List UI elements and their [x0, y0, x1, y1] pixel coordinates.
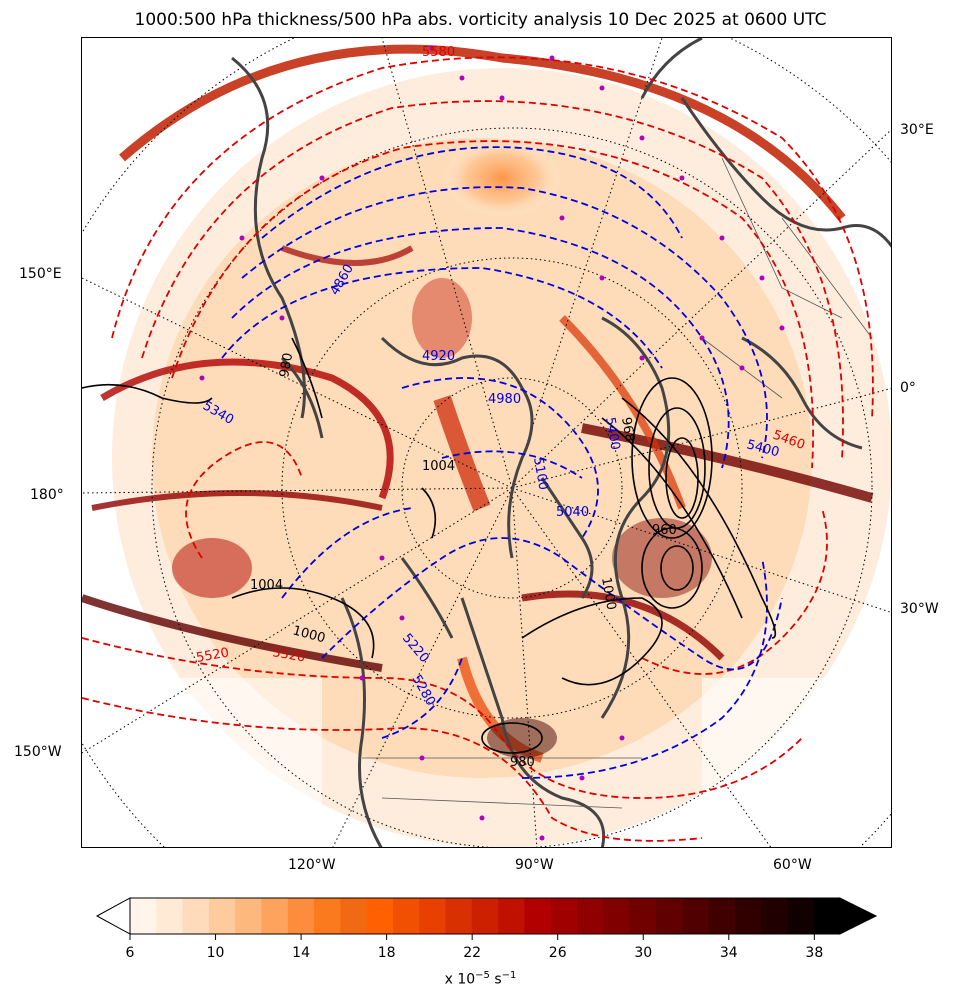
- colorbar-swatch: [445, 898, 473, 934]
- pressure-label: 968: [618, 416, 637, 443]
- colorbar-swatch: [130, 898, 157, 934]
- colorbar-swatch: [235, 898, 262, 934]
- colorbar-swatch: [761, 898, 788, 934]
- colorbar-swatches: [130, 898, 841, 934]
- thickness-label: 5400: [602, 416, 623, 451]
- colorbar-swatch: [419, 898, 447, 934]
- pressure-label: 1004: [250, 578, 283, 593]
- colorbar-swatch: [708, 898, 736, 934]
- colorbar-swatch: [813, 898, 841, 934]
- station-markers: [199, 45, 785, 841]
- thickness-label: 5040: [556, 505, 589, 520]
- thickness-label: 5520: [271, 645, 306, 666]
- units-suffix: s: [489, 971, 502, 988]
- chart-title: 1000:500 hPa thickness/500 hPa abs. vort…: [134, 10, 827, 30]
- borders: [362, 157, 873, 809]
- colorbar-max-arrow: [839, 897, 878, 935]
- colorbar-swatch: [787, 898, 815, 934]
- pressure-label: 980: [510, 755, 535, 770]
- lon-label-150w: 150°W: [14, 744, 62, 760]
- thickness-label: 5100: [530, 456, 551, 491]
- colorbar-tick-label: 6: [125, 945, 135, 961]
- colorbar-min-arrow: [95, 897, 131, 935]
- colorbar-swatch: [156, 898, 184, 934]
- lon-label-30w: 30°W: [900, 601, 939, 617]
- lon-label-0: 0°: [900, 380, 916, 396]
- colorbar-swatch: [603, 898, 631, 934]
- thickness-warm-contours: [82, 56, 874, 842]
- colorbar-swatch: [340, 898, 368, 934]
- colorbar-swatch: [629, 898, 657, 934]
- colorbar-swatch: [314, 898, 341, 934]
- colorbar-swatch: [524, 898, 552, 934]
- colorbar-units: x 10−5 s−1: [0, 970, 961, 988]
- colorbar-tick-label: 30: [634, 945, 653, 961]
- colorbar-swatch: [655, 898, 683, 934]
- colorbar-frame: [129, 897, 841, 935]
- lon-label-60w: 60°W: [773, 857, 812, 873]
- thickness-cold-contours: [221, 146, 783, 779]
- colorbar-swatch: [471, 898, 499, 934]
- colorbar-tick-label: 22: [463, 945, 482, 961]
- colorbar-swatch: [261, 898, 289, 934]
- thickness-label: 4980: [488, 392, 521, 407]
- colorbar-swatch: [734, 898, 762, 934]
- units-exponent-2: −1: [501, 970, 517, 981]
- colorbar-tick-label: 38: [805, 945, 824, 961]
- colorbar-swatch: [208, 898, 236, 934]
- colorbar-tick-label: 26: [548, 945, 567, 961]
- map-panel: 5580 5520 5460 5400 5520 5340 4860 4920 …: [81, 37, 892, 848]
- colorbar-swatch: [366, 898, 394, 934]
- lon-label-120w: 120°W: [288, 857, 336, 873]
- colorbar: 6 10 14 18 22 26 30 34 38 x 10−5 s−1: [0, 890, 961, 1000]
- colorbar-tick-label: 10: [206, 945, 225, 961]
- pressure-label: 1000: [598, 576, 619, 611]
- lon-label-90w: 90°W: [515, 857, 554, 873]
- colorbar-tick-label: 34: [719, 945, 738, 961]
- units-prefix: x 10: [444, 971, 476, 988]
- pressure-label: 980: [277, 352, 296, 379]
- coastlines: [231, 38, 891, 847]
- colorbar-svg: [95, 897, 878, 940]
- thickness-label: 4920: [422, 349, 455, 364]
- colorbar-swatch: [392, 898, 420, 934]
- colorbar-swatch: [577, 898, 604, 934]
- colorbar-swatch: [287, 898, 315, 934]
- colorbar-swatch: [498, 898, 525, 934]
- vorticity-field: [82, 44, 891, 847]
- colorbar-tick-label: 14: [292, 945, 310, 961]
- lon-label-180: 180°: [30, 487, 64, 503]
- colorbar-tick-marks: [129, 934, 815, 940]
- colorbar-swatch: [182, 898, 210, 934]
- colorbar-swatch: [550, 898, 578, 934]
- pressure-label: 960: [652, 523, 677, 538]
- graticule: [82, 38, 891, 847]
- thickness-label: 5580: [422, 45, 455, 60]
- colorbar-swatch: [682, 898, 710, 934]
- thickness-label: 5520: [195, 645, 230, 666]
- lon-label-150e: 150°E: [19, 266, 62, 282]
- colorbar-tick-label: 18: [377, 945, 396, 961]
- pressure-label: 1004: [422, 459, 455, 474]
- map-canvas: 5580 5520 5460 5400 5520 5340 4860 4920 …: [82, 38, 891, 847]
- lon-label-30e: 30°E: [900, 122, 934, 138]
- units-exponent: −5: [475, 970, 490, 981]
- pressure-contours: [82, 337, 777, 754]
